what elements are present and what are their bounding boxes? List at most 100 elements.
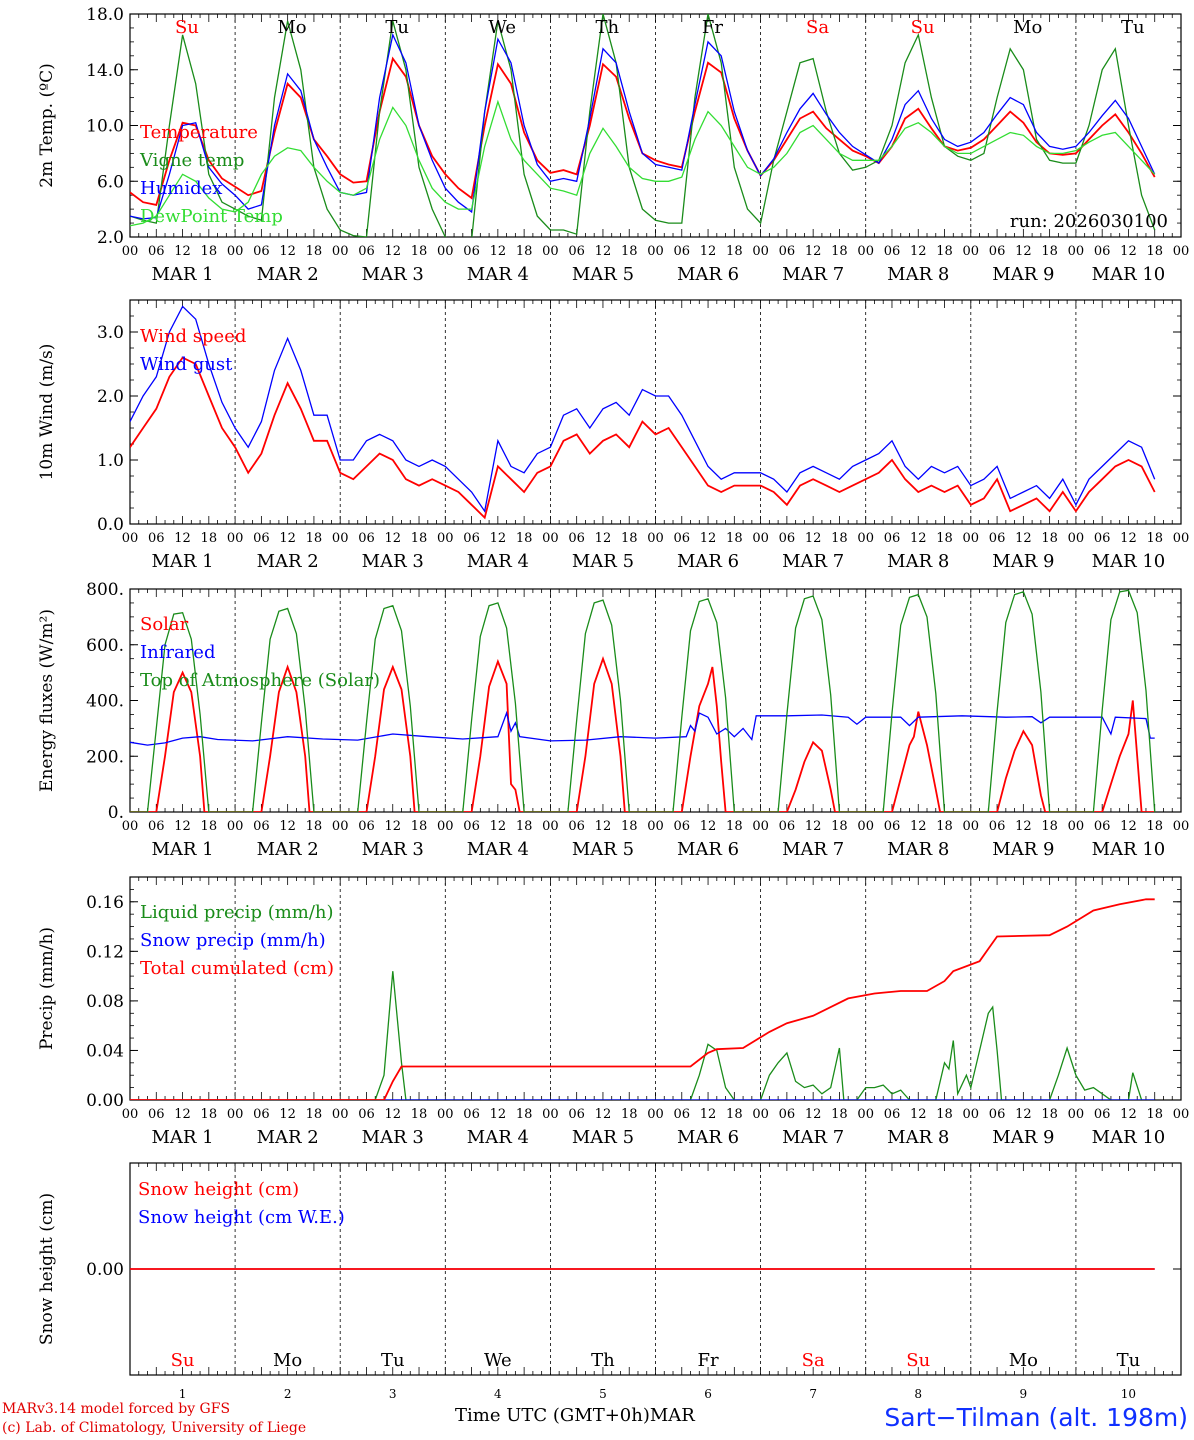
hour-tick-label: 00 (1068, 819, 1085, 834)
hour-tick-label: 12 (805, 819, 822, 834)
hour-tick-label: 18 (936, 819, 953, 834)
hour-tick-label: 06 (148, 244, 165, 259)
date-label: MAR 9 (992, 1127, 1054, 1148)
hour-tick-label: 18 (831, 244, 848, 259)
date-label: MAR 2 (257, 551, 319, 572)
day-number: 2 (284, 1387, 292, 1401)
date-label: MAR 1 (151, 839, 213, 860)
date-label: MAR 2 (257, 1127, 319, 1148)
hour-tick-label: 12 (595, 1107, 612, 1122)
hour-tick-label: 00 (437, 819, 454, 834)
hour-tick-label: 18 (831, 1107, 848, 1122)
hour-tick-label: 06 (253, 1107, 270, 1122)
legend-entry: Snow precip (mm/h) (140, 930, 326, 951)
date-label: MAR 1 (151, 551, 213, 572)
date-label: MAR 10 (1092, 1127, 1166, 1148)
hour-tick-label: 12 (174, 1107, 191, 1122)
hour-tick-label: 06 (148, 531, 165, 546)
hour-tick-label: 12 (805, 244, 822, 259)
hour-tick-label: 18 (1041, 1107, 1058, 1122)
hour-tick-label: 12 (384, 819, 401, 834)
weekday-label: Sa (806, 17, 829, 38)
station-label: Sart−Tilman (alt. 198m) (884, 1403, 1188, 1432)
hour-tick-label: 18 (201, 819, 218, 834)
series-line-wind-speed (130, 356, 1156, 520)
hour-tick-label: 12 (700, 531, 717, 546)
day-number: 4 (494, 1387, 502, 1401)
hour-tick-label: 12 (279, 244, 296, 259)
hour-tick-label: 18 (306, 531, 323, 546)
panel-energy: 0. 200. 400. 600. 800. Energy fluxes (W/m²) So… (37, 580, 1189, 860)
hour-tick-label: 06 (779, 1107, 796, 1122)
hour-tick-label: 00 (437, 531, 454, 546)
weekday-label-bottom: Th (591, 1350, 615, 1371)
hour-tick-label: 00 (752, 244, 769, 259)
y-tick-label: 0.0 (97, 515, 124, 535)
y-tick-label: 2.0 (97, 387, 124, 407)
hour-tick-label: 18 (1041, 244, 1058, 259)
series-line-solar (130, 655, 1155, 812)
weekday-label-bottom: Su (906, 1350, 930, 1371)
hour-tick-label: 06 (463, 244, 480, 259)
panel-frame (129, 588, 1182, 813)
hour-tick-label: 06 (568, 244, 585, 259)
hour-tick-label: 12 (1120, 244, 1137, 259)
hour-tick-label: 00 (227, 819, 244, 834)
hour-tick-label: 06 (568, 531, 585, 546)
hour-tick-label: 12 (1015, 1107, 1032, 1122)
hour-tick-label: 12 (384, 531, 401, 546)
hour-tick-label: 00 (647, 1107, 664, 1122)
date-label: MAR 7 (782, 264, 844, 285)
day-number: 3 (389, 1387, 397, 1401)
hour-tick-label: 00 (857, 819, 874, 834)
hour-tick-label: 18 (726, 244, 743, 259)
hour-tick-label: 12 (490, 531, 507, 546)
hour-tick-label: 00 (752, 531, 769, 546)
y-tick-label: 0.00 (86, 1260, 124, 1280)
hour-tick-label: 12 (805, 1107, 822, 1122)
legend-entry: Humidex (140, 178, 222, 199)
hour-tick-label: 18 (621, 819, 638, 834)
legend-entry: Solar (140, 614, 189, 635)
hour-tick-label: 18 (411, 819, 428, 834)
legend-entry: Total cumulated (cm) (140, 958, 334, 979)
hour-tick-label: 12 (1015, 819, 1032, 834)
hour-tick-label: 00 (1068, 531, 1085, 546)
y-tick-label: 18.0 (86, 5, 124, 25)
hour-tick-label: 12 (384, 244, 401, 259)
hour-tick-label: 00 (227, 531, 244, 546)
hour-tick-label: 00 (437, 1107, 454, 1122)
hour-tick-label: 00 (332, 819, 349, 834)
hour-tick-label: 18 (1041, 819, 1058, 834)
weekday-label-bottom: Tu (1117, 1350, 1141, 1371)
hour-tick-label: 12 (595, 244, 612, 259)
panel-precip: 0.00 0.04 0.08 0.12 0.16 Precip (mm/h) Liquid … (37, 876, 1189, 1148)
hour-tick-label: 00 (963, 1107, 980, 1122)
legend-entry: Snow height (cm W.E.) (138, 1207, 345, 1228)
y-tick-label: 2.0 (97, 228, 124, 248)
y-tick-label: 600. (86, 636, 124, 656)
hour-tick-label: 18 (306, 819, 323, 834)
legend-entry: DewPoint Temp (140, 206, 283, 227)
y-tick-label: 800. (86, 580, 124, 600)
hour-tick-label: 06 (884, 1107, 901, 1122)
hour-tick-label: 06 (884, 819, 901, 834)
hour-tick-label: 00 (122, 244, 139, 259)
hour-tick-label: 18 (936, 531, 953, 546)
hour-tick-label: 00 (752, 819, 769, 834)
date-label: MAR 5 (572, 551, 634, 572)
date-label: MAR 3 (362, 264, 424, 285)
weekday-label: Tu (385, 17, 409, 38)
date-label: MAR 7 (782, 1127, 844, 1148)
weekday-label-bottom: Mo (1009, 1350, 1038, 1371)
hour-tick-label: 06 (884, 244, 901, 259)
hour-tick-label: 06 (148, 1107, 165, 1122)
hour-tick-label: 06 (989, 1107, 1006, 1122)
hour-tick-label: 00 (1068, 1107, 1085, 1122)
legend-entry: Vigne temp (139, 150, 244, 171)
date-label: MAR 9 (992, 551, 1054, 572)
hour-tick-label: 12 (1120, 531, 1137, 546)
hour-tick-label: 18 (516, 531, 533, 546)
series-line-infrared (130, 710, 1155, 746)
